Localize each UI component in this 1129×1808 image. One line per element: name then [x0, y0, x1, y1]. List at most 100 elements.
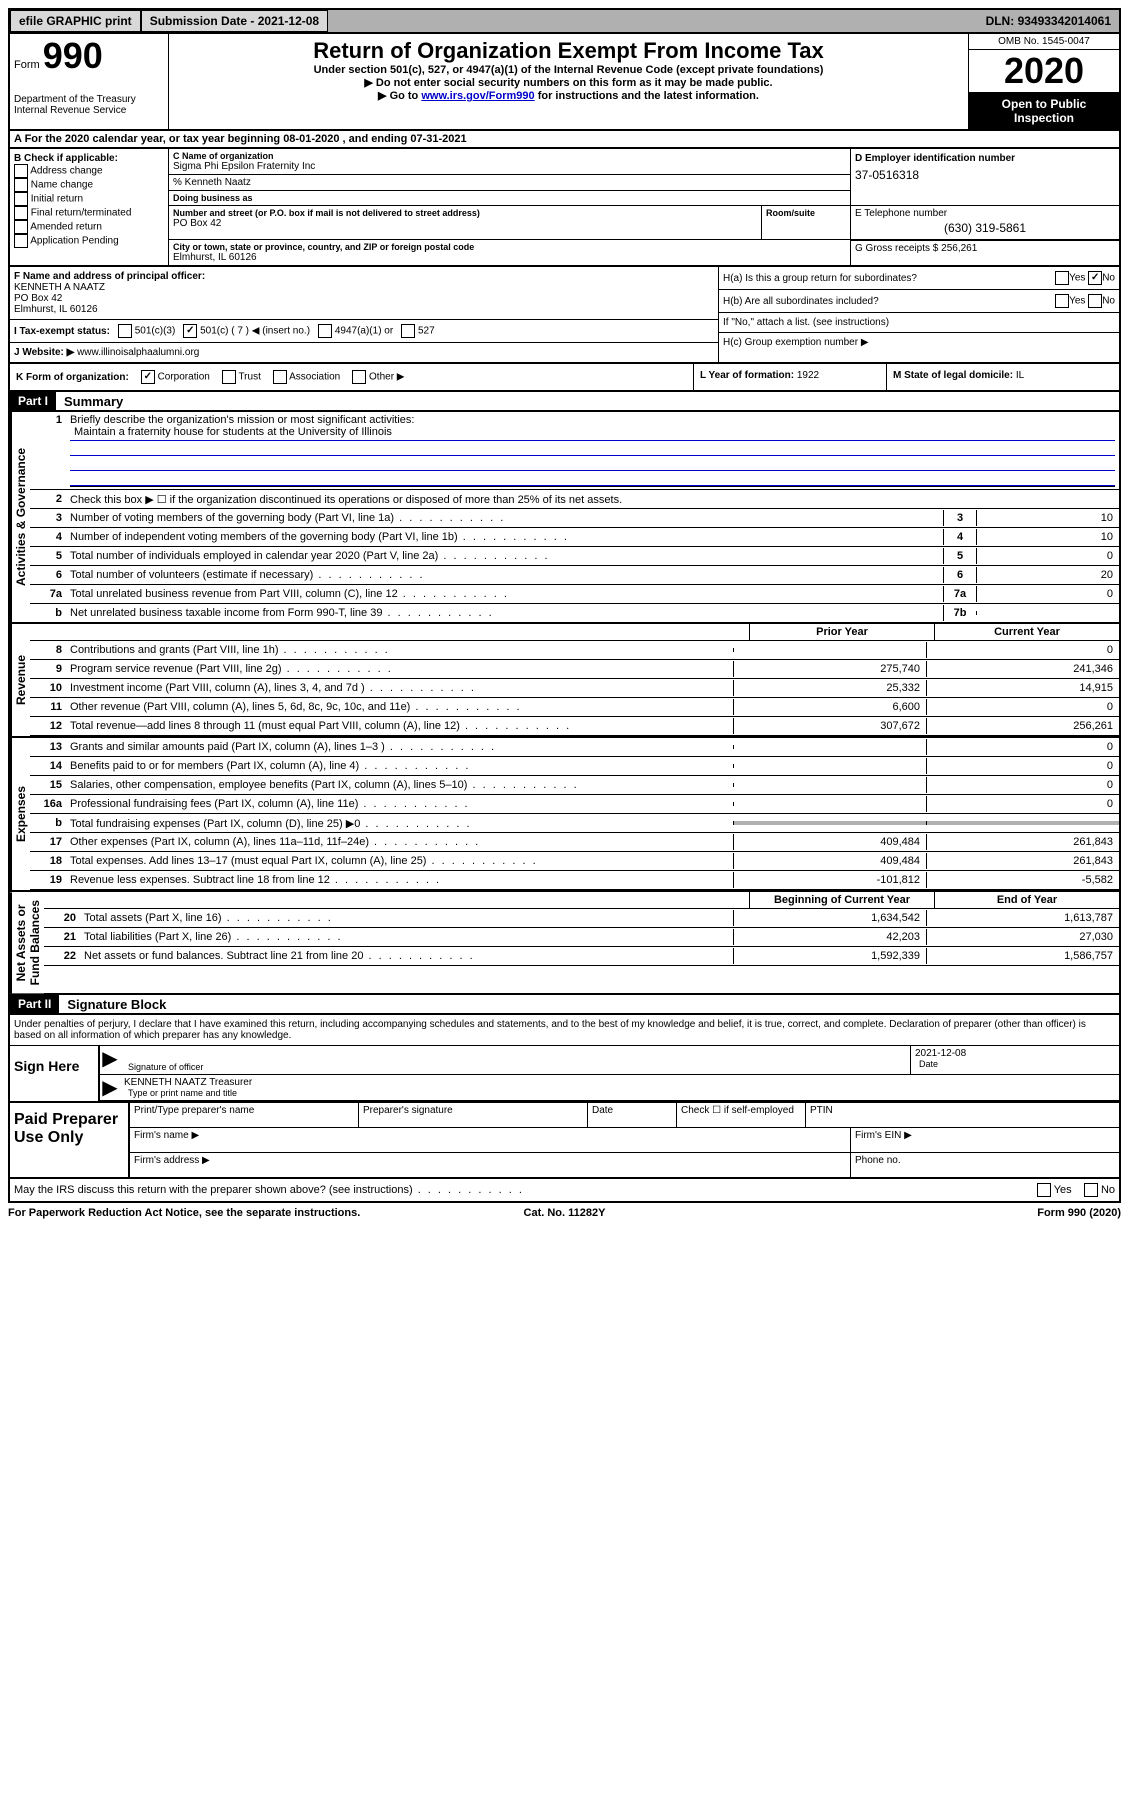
cd-top-row: C Name of organization Sigma Phi Epsilon… — [169, 149, 1119, 206]
end-year-label: End of Year — [934, 892, 1119, 908]
gov-line: 3 Number of voting members of the govern… — [30, 509, 1119, 528]
form-subtitle-2: ▶ Do not enter social security numbers o… — [173, 76, 964, 89]
gov-content: 1 Briefly describe the organization's mi… — [30, 412, 1119, 622]
form-number: 990 — [43, 35, 103, 76]
cb-assoc-label: Association — [289, 372, 340, 383]
irs-link[interactable]: www.irs.gov/Form990 — [421, 90, 534, 102]
line-text: Net assets or fund balances. Subtract li… — [80, 948, 733, 964]
open-public-badge: Open to Public Inspection — [969, 93, 1119, 129]
cb-4947[interactable]: 4947(a)(1) or — [318, 324, 393, 338]
cb-other[interactable]: Other ▶ — [352, 370, 404, 384]
hc-line: H(c) Group exemption number ▶ — [719, 333, 1119, 352]
sig-name-cell: KENNETH NAATZ Treasurer Type or print na… — [120, 1075, 1119, 1100]
line-num: 19 — [30, 872, 66, 888]
part1-title: Summary — [56, 394, 123, 409]
firm-addr-label: Firm's address ▶ — [130, 1153, 851, 1177]
cb-initial-return[interactable]: Initial return — [14, 192, 164, 206]
cb-address-change[interactable]: Address change — [14, 164, 164, 178]
line-num: 16a — [30, 796, 66, 812]
cb-assoc[interactable]: Association — [273, 370, 340, 384]
hb-yes-cb[interactable] — [1055, 294, 1069, 308]
dln-label: DLN: — [986, 14, 1018, 28]
no-label-3: No — [1101, 1184, 1115, 1196]
line-num: 21 — [44, 929, 80, 945]
efile-print-button[interactable]: efile GRAPHIC print — [10, 10, 141, 32]
line-box: 4 — [943, 529, 976, 545]
ha-no-cb[interactable] — [1088, 271, 1102, 285]
form-subtitle-3: ▶ Go to www.irs.gov/Form990 for instruct… — [173, 89, 964, 102]
rev-line: 11 Other revenue (Part VIII, column (A),… — [30, 698, 1119, 717]
i-tax-status: I Tax-exempt status: 501(c)(3) 501(c) ( … — [10, 320, 718, 343]
preparer-section: Paid Preparer Use Only Print/Type prepar… — [8, 1103, 1121, 1179]
discuss-label: May the IRS discuss this return with the… — [14, 1184, 524, 1196]
part1-header-row: Part I Summary — [8, 392, 1121, 412]
rev-header: Prior Year Current Year — [30, 624, 1119, 641]
cb-final-return[interactable]: Final return/terminated — [14, 206, 164, 220]
c-name-block: C Name of organization Sigma Phi Epsilon… — [169, 149, 851, 205]
cd-addr-row: Number and street (or P.O. box if mail i… — [169, 206, 1119, 240]
cb-name-change[interactable]: Name change — [14, 178, 164, 192]
line-num: 14 — [30, 758, 66, 774]
side-expenses: Expenses — [10, 738, 30, 890]
hb-line: H(b) Are all subordinates included? Yes … — [719, 290, 1119, 313]
sig-date-cell: 2021-12-08 Date — [910, 1046, 1119, 1074]
j-label: J Website: ▶ — [14, 347, 77, 358]
discuss-no-cb[interactable] — [1084, 1183, 1098, 1197]
net-line: 20 Total assets (Part X, line 16) 1,634,… — [44, 909, 1119, 928]
line-text: Number of voting members of the governin… — [66, 510, 943, 526]
line-text: Total revenue—add lines 8 through 11 (mu… — [66, 718, 733, 734]
part2-badge: Part II — [10, 995, 59, 1013]
line-num: 9 — [30, 661, 66, 677]
exp-line: 13 Grants and similar amounts paid (Part… — [30, 738, 1119, 757]
k-label: K Form of organization: — [16, 372, 129, 383]
line-num: b — [30, 815, 66, 831]
addr-label: Number and street (or P.O. box if mail i… — [173, 208, 757, 218]
line-num: 7a — [30, 586, 66, 602]
exp-content: 13 Grants and similar amounts paid (Part… — [30, 738, 1119, 890]
l-value: 1922 — [797, 370, 819, 381]
begin-year-label: Beginning of Current Year — [749, 892, 934, 908]
footer-form: Form 990 (2020) — [750, 1207, 1121, 1219]
net-content: Beginning of Current Year End of Year 20… — [44, 892, 1119, 993]
city-value: Elmhurst, IL 60126 — [173, 252, 846, 263]
firm-phone-label: Phone no. — [851, 1153, 1119, 1177]
curr-value: 14,915 — [926, 680, 1119, 696]
curr-value: 0 — [926, 699, 1119, 715]
rev-line: 10 Investment income (Part VIII, column … — [30, 679, 1119, 698]
part1-badge: Part I — [10, 392, 56, 410]
cb-4947-label: 4947(a)(1) or — [335, 326, 393, 337]
ha-yn: Yes No — [1055, 271, 1115, 285]
part2-title: Signature Block — [59, 997, 166, 1012]
hb-no-cb[interactable] — [1088, 294, 1102, 308]
line-box: 7a — [943, 586, 976, 602]
begin-value: 1,634,542 — [733, 910, 926, 926]
cb-501c3[interactable]: 501(c)(3) — [118, 324, 175, 338]
discuss-yn: Yes No — [1037, 1183, 1115, 1197]
curr-value: -5,582 — [926, 872, 1119, 888]
hb-yn: Yes No — [1055, 294, 1115, 308]
officer-typed-name: KENNETH NAATZ Treasurer — [124, 1077, 1115, 1088]
prior-value — [733, 764, 926, 768]
ha-yes-cb[interactable] — [1055, 271, 1069, 285]
gov-line: 5 Total number of individuals employed i… — [30, 547, 1119, 566]
curr-value — [926, 821, 1119, 825]
submission-date-button[interactable]: Submission Date - 2021-12-08 — [141, 10, 328, 32]
line-text: Other expenses (Part IX, column (A), lin… — [66, 834, 733, 850]
cb-app-pending[interactable]: Application Pending — [14, 234, 164, 248]
line-value: 10 — [976, 529, 1119, 545]
no-label-2: No — [1102, 296, 1115, 307]
h-right: H(a) Is this a group return for subordin… — [719, 267, 1119, 362]
prep-right: Print/Type preparer's name Preparer's si… — [130, 1103, 1119, 1177]
cb-trust[interactable]: Trust — [222, 370, 261, 384]
rev-line: 8 Contributions and grants (Part VIII, l… — [30, 641, 1119, 660]
g-gross-block: G Gross receipts $ 256,261 — [851, 240, 1119, 265]
cb-527[interactable]: 527 — [401, 324, 434, 338]
cb-corp[interactable]: Corporation — [141, 370, 210, 384]
prep-ptin-label: PTIN — [806, 1103, 1119, 1127]
discuss-yes-cb[interactable] — [1037, 1183, 1051, 1197]
k-form-org: K Form of organization: Corporation Trus… — [10, 364, 693, 390]
cb-501c[interactable]: 501(c) ( 7 ) ◀ (insert no.) — [183, 324, 310, 338]
cb-corp-label: Corporation — [158, 372, 210, 383]
cb-amended[interactable]: Amended return — [14, 220, 164, 234]
paid-preparer-label: Paid Preparer Use Only — [10, 1103, 130, 1177]
